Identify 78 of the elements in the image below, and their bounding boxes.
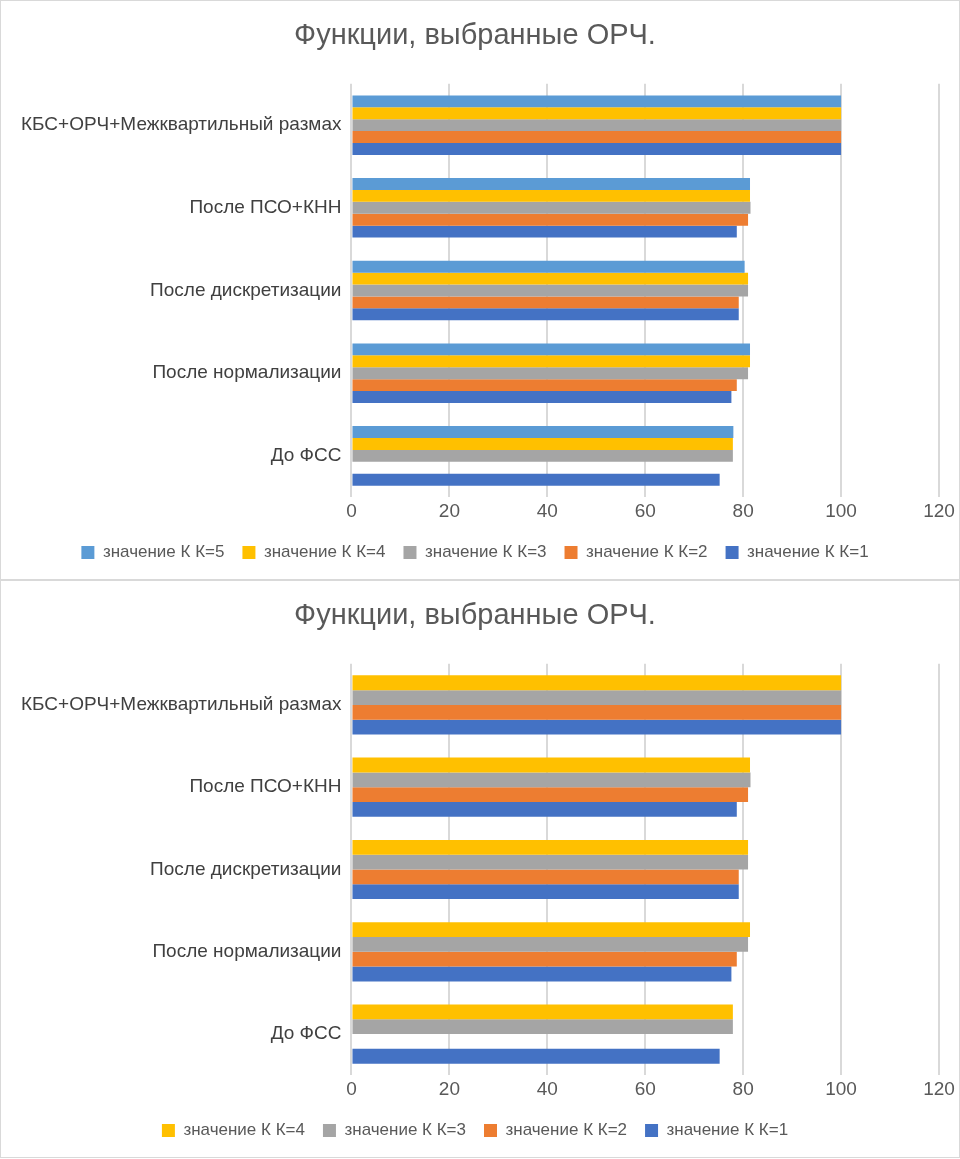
- bar: [352, 922, 751, 937]
- bar: [352, 260, 745, 273]
- bar: [352, 143, 842, 155]
- legend-label: значение К К=1: [747, 542, 869, 562]
- bar: [352, 225, 737, 238]
- bar: [352, 757, 751, 773]
- x-tick-label: 120: [923, 499, 955, 521]
- bar: [352, 107, 842, 120]
- y-tick-label: После нормализации: [152, 361, 342, 383]
- legend-label: значение К К=3: [424, 542, 547, 562]
- chart-title: Функции, выбранные ОРЧ.: [294, 598, 656, 631]
- bar: [352, 379, 737, 392]
- x-tick-label: 80: [732, 499, 754, 521]
- bar: [352, 189, 751, 202]
- bar: [352, 438, 733, 450]
- bar: [352, 869, 739, 885]
- bar: [352, 284, 749, 297]
- y-tick-label: До ФСС: [270, 444, 342, 466]
- bar: [352, 690, 842, 705]
- x-tick-label: 40: [536, 499, 558, 521]
- x-tick-label: 40: [536, 1077, 558, 1099]
- bar: [352, 936, 749, 952]
- legend-label: значение К К=1: [666, 1120, 789, 1140]
- bar: [352, 131, 842, 143]
- bar: [352, 95, 842, 108]
- y-tick-label: После ПСО+КНН: [189, 775, 342, 797]
- bar: [352, 201, 751, 214]
- legend-label: значение К К=4: [263, 542, 386, 562]
- y-tick-label: КБС+ОРЧ+Межквартильный размах: [21, 113, 342, 135]
- chart-title: Функции, выбранные ОРЧ.: [294, 18, 656, 51]
- x-tick-label: 120: [923, 1077, 955, 1099]
- legend-label: значение К К=2: [505, 1120, 628, 1140]
- bar: [352, 119, 842, 132]
- legend-label: значение К К=4: [183, 1120, 305, 1140]
- bar: [352, 355, 751, 368]
- x-tick-label: 60: [634, 1077, 656, 1099]
- bar: [352, 473, 720, 486]
- x-tick-label: 80: [732, 1077, 754, 1099]
- bar: [352, 296, 739, 309]
- bar: [352, 675, 842, 691]
- bar: [352, 719, 842, 735]
- x-tick-label: 0: [346, 499, 357, 521]
- bar: [352, 1019, 733, 1035]
- x-tick-label: 60: [634, 499, 656, 521]
- bar: [352, 884, 739, 900]
- bar: [352, 449, 733, 462]
- legend-label: значение К К=2: [586, 542, 708, 562]
- bar: [352, 308, 739, 321]
- x-tick-label: 100: [825, 1077, 857, 1099]
- bar: [352, 426, 734, 438]
- bar: [352, 391, 732, 403]
- bar: [352, 1004, 733, 1020]
- x-tick-label: 100: [825, 499, 857, 521]
- y-tick-label: После ПСО+КНН: [189, 196, 342, 218]
- bar: [352, 704, 842, 720]
- bar: [352, 1048, 720, 1064]
- bar: [352, 343, 751, 356]
- legend-label: значение К К=5: [102, 542, 225, 562]
- bar: [352, 854, 749, 870]
- bar: [352, 802, 737, 817]
- y-tick-label: До ФСС: [270, 1022, 342, 1044]
- bar: [352, 178, 751, 190]
- y-tick-label: КБС+ОРЧ+Межквартильный размах: [21, 693, 342, 715]
- bar: [352, 213, 749, 226]
- bar: [352, 839, 749, 855]
- y-tick-label: После дискретизации: [150, 857, 342, 879]
- bar: [352, 272, 749, 285]
- x-tick-label: 20: [438, 499, 460, 521]
- bar: [352, 772, 751, 788]
- legend-label: значение К К=3: [344, 1120, 467, 1140]
- x-tick-label: 0: [346, 1077, 357, 1099]
- bar: [352, 787, 749, 803]
- bar: [352, 367, 749, 380]
- x-tick-label: 20: [438, 1077, 460, 1099]
- y-tick-label: После нормализации: [152, 940, 342, 962]
- bar: [352, 966, 732, 982]
- bar: [352, 951, 737, 967]
- y-tick-label: После дискретизации: [150, 278, 342, 300]
